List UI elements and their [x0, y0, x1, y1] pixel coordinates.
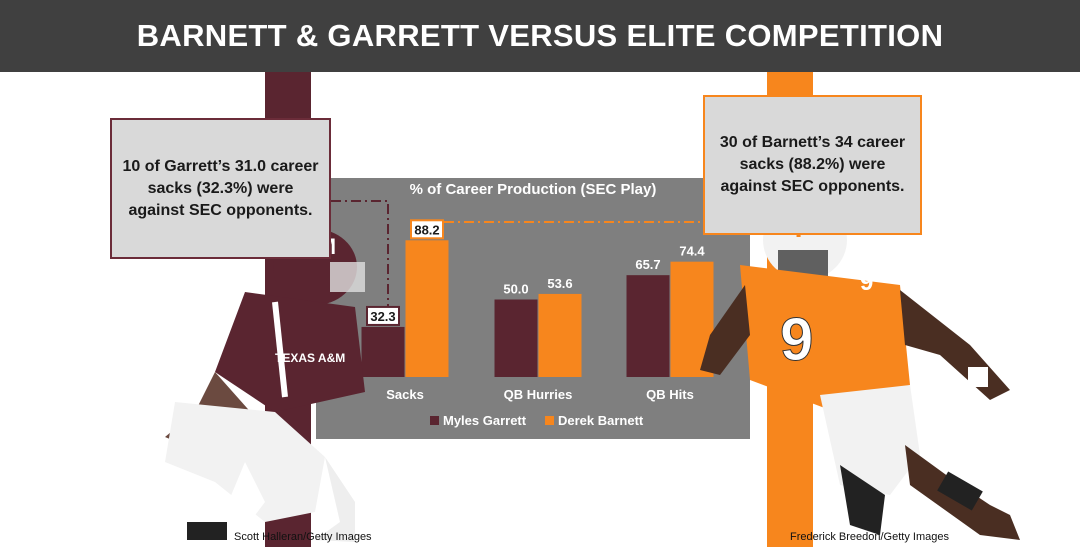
photo-credit-left: Scott Halleran/Getty Images: [234, 531, 372, 543]
derek-barnett-photo: T 9 9: [700, 200, 1020, 540]
page-title: BARNETT & GARRETT VERSUS ELITE COMPETITI…: [136, 18, 944, 53]
svg-text:9: 9: [860, 269, 873, 296]
category-label: Sacks: [386, 387, 424, 402]
myles-garrett-photo: ATM TEXAS A&M: [165, 229, 365, 542]
bar-myles-garrett-qb-hurries: [494, 299, 538, 377]
bar-myles-garrett-sacks: [361, 326, 405, 377]
data-label-box: [410, 219, 444, 240]
data-label: 53.6: [547, 276, 572, 291]
data-label: 74.4: [679, 244, 705, 259]
legend-label: Derek Barnett: [558, 413, 644, 428]
bar-derek-barnett-sacks: [405, 240, 449, 377]
photo-credit-right: Frederick Breedon/Getty Images: [790, 531, 949, 543]
bar-derek-barnett-qb-hurries: [538, 293, 582, 377]
svg-text:9: 9: [780, 306, 813, 373]
svg-text:TEXAS A&M: TEXAS A&M: [275, 351, 345, 365]
data-label-box: [366, 305, 400, 326]
data-label: 65.7: [635, 257, 660, 272]
header-bar: BARNETT & GARRETT VERSUS ELITE COMPETITI…: [0, 0, 1080, 72]
garrett-callout: 10 of Garrett’s 31.0 career sacks (32.3%…: [110, 118, 331, 259]
connector-line-garrett: [331, 200, 389, 306]
chart-labels: 32.3 88.2 Sacks 50.0 53.6 QB Hurries 65.7 74.4 Q…: [366, 219, 705, 402]
bar-myles-garrett-qb-hits: [626, 275, 670, 377]
category-label: QB Hits: [646, 387, 694, 402]
category-label: QB Hurries: [504, 387, 573, 402]
legend-swatch: [545, 416, 554, 425]
data-label: 50.0: [503, 282, 528, 297]
legend-label: Myles Garrett: [443, 413, 527, 428]
barnett-callout: 30 of Barnett’s 34 career sacks (88.2%) …: [703, 95, 922, 235]
chart-title: % of Career Production (SEC Play): [410, 181, 657, 198]
chart-bars: [361, 240, 714, 377]
legend-swatch: [430, 416, 439, 425]
data-label: 88.2: [414, 222, 439, 237]
data-label: 32.3: [370, 309, 395, 324]
chart-legend: Myles Garrett Derek Barnett: [430, 413, 644, 428]
